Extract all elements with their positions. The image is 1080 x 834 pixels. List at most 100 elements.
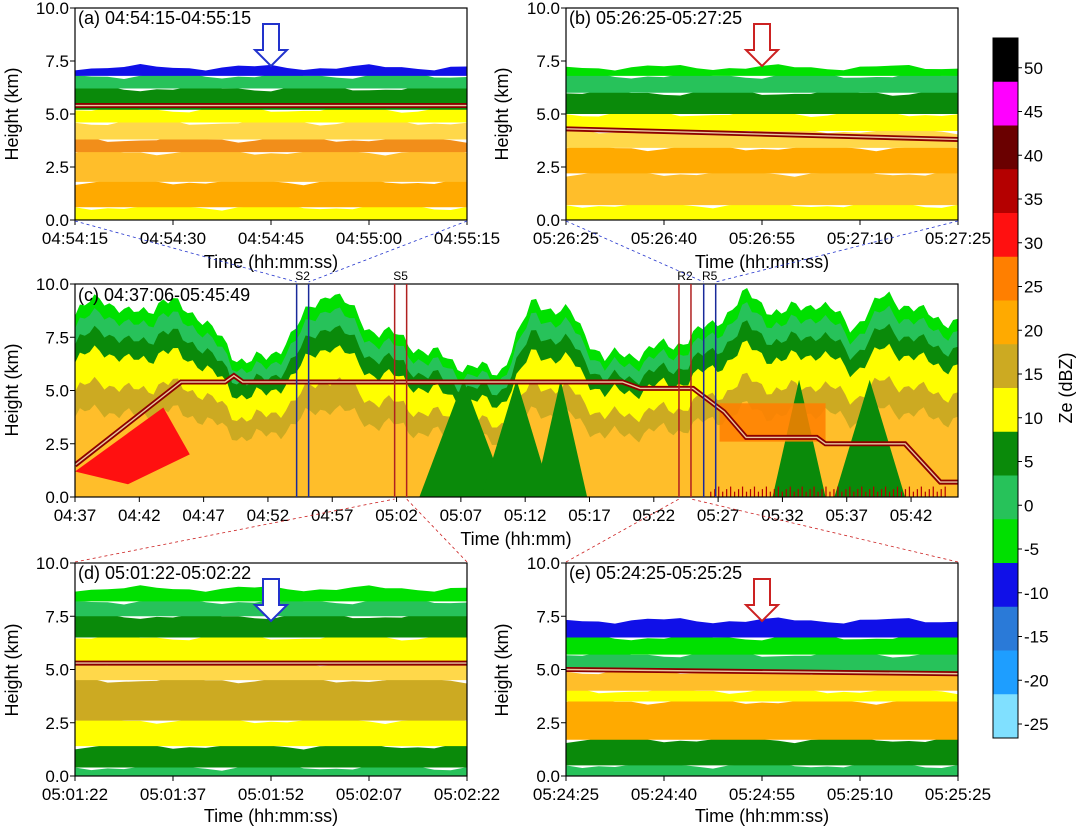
xtick-label: 04:54:15: [42, 229, 108, 248]
ytick-label: 10.0: [527, 0, 560, 18]
panel-c-xlabel: Time (hh:mm): [460, 529, 571, 549]
xtick-label: 04:37: [54, 506, 97, 525]
panel-e-plot: [566, 563, 958, 776]
reflectivity-layer: [75, 178, 467, 208]
panel-a: (a) 04:54:15-04:55:15 0.0 2.5 5.0 7.5 10.0 0…: [2, 0, 500, 272]
colorbar-tick-label: -5: [1024, 540, 1039, 559]
xtick-label: 05:26:55: [729, 229, 795, 248]
panel-c-plot: [75, 284, 958, 497]
xtick-label: 05:25:10: [827, 785, 893, 804]
xtick-label: 05:24:40: [631, 785, 697, 804]
reflectivity-layer: [566, 634, 958, 655]
ytick-label: 0.0: [45, 767, 69, 786]
xtick-label: 05:24:55: [729, 785, 795, 804]
reflectivity-layer: [566, 651, 958, 672]
highlight-arrow-icon: [743, 578, 781, 623]
colorbar-tick-label: 30: [1024, 234, 1043, 253]
colorbar-tick-label: 45: [1024, 103, 1043, 122]
xtick-label: 05:02: [375, 506, 418, 525]
xtick-label: 05:27:10: [827, 229, 893, 248]
ytick-label: 10.0: [36, 554, 69, 573]
ytick-label: 5.0: [45, 661, 69, 680]
colorbar-cell: [993, 431, 1018, 476]
colorbar-tick-label: 50: [1024, 59, 1043, 78]
panel-d-ylabel: Height (km): [2, 623, 22, 716]
xtick-label: 04:54:30: [140, 229, 206, 248]
panel-d-label: (d) 05:01:22-05:02:22: [78, 563, 251, 583]
ytick-label: 0.0: [45, 488, 69, 507]
ytick-label: 2.5: [45, 714, 69, 733]
xtick-label: 05:22: [633, 506, 676, 525]
panel-e: (e) 05:24:25-05:25:25 0.0 2.5 5.0 7.5 10.0 0…: [492, 554, 991, 826]
highlight-arrow-icon: [743, 23, 781, 68]
colorbar-cell: [993, 563, 1018, 608]
panel-b-plot: [566, 8, 958, 220]
panel-e-label: (e) 05:24:25-05:25:25: [569, 563, 742, 583]
reflectivity-layer: [75, 119, 467, 140]
panel-d-xlabel: Time (hh:mm:ss): [204, 806, 338, 826]
reflectivity-layer: [75, 613, 467, 638]
segment-marker-label: S2: [295, 269, 310, 283]
highlight-arrow-icon: [252, 578, 290, 623]
xtick-label: 05:25:25: [925, 785, 991, 804]
segment-marker-label: R2: [677, 269, 693, 283]
zoom-connector: [406, 498, 468, 563]
xtick-label: 05:32: [761, 506, 804, 525]
ytick-label: 5.0: [45, 105, 69, 124]
ytick-label: 10.0: [36, 0, 69, 18]
colorbar-frame: [992, 37, 1019, 739]
colorbar-tick-label: 5: [1024, 453, 1033, 472]
panel-c-markers: S2 S5 R2 R5: [295, 269, 718, 497]
panel-e-xlabel: Time (hh:mm:ss): [695, 806, 829, 826]
xtick-label: 05:42: [890, 506, 933, 525]
high-reflectivity-region: [75, 407, 190, 485]
reflectivity-layer: [75, 717, 467, 747]
xtick-label: 05:26:40: [631, 229, 697, 248]
colorbar-cell: [993, 650, 1018, 695]
panel-b-yticks: 0.0 2.5 5.0 7.5 10.0: [527, 0, 566, 230]
zoom-connector: [690, 498, 959, 563]
reflectivity-layer: [75, 136, 467, 153]
reflectivity-layer: [75, 634, 467, 664]
xtick-label: 05:01:52: [238, 785, 304, 804]
colorbar-tick-label: -25: [1024, 715, 1049, 734]
ytick-label: 2.5: [536, 158, 560, 177]
convective-column: [834, 379, 906, 497]
ytick-label: 0.0: [536, 767, 560, 786]
zoom-connector: [74, 498, 395, 563]
ytick-label: 10.0: [36, 275, 69, 294]
panel-d-xticks: 05:01:22 05:01:37 05:01:52 05:02:07 05:02:22: [42, 776, 500, 804]
colorbar-cell: [993, 256, 1018, 301]
xtick-label: 05:02:07: [336, 785, 402, 804]
panel-b-xticks: 05:26:25 05:26:40 05:26:55 05:27:10 05:27:25: [533, 220, 991, 248]
colorbar-cell: [993, 694, 1018, 739]
panel-c-ylabel: Height (km): [2, 343, 22, 436]
panel-a-label: (a) 04:54:15-04:55:15: [78, 8, 251, 28]
xtick-label: 05:26:25: [533, 229, 599, 248]
panel-a-xlabel: Time (hh:mm:ss): [204, 252, 338, 272]
ytick-label: 7.5: [45, 52, 69, 71]
xtick-label: 04:52: [247, 506, 290, 525]
reflectivity-layer: [75, 204, 467, 220]
colorbar-cell: [993, 125, 1018, 170]
xtick-label: 05:01:37: [140, 785, 206, 804]
reflectivity-layer: [75, 106, 467, 123]
reflectivity-layer: [566, 144, 958, 174]
colorbar-tick-label: 0: [1024, 496, 1033, 515]
reflectivity-layer: [566, 72, 958, 93]
panel-a-xticks: 04:54:15 04:54:30 04:54:45 04:55:00 04:55:15: [42, 220, 500, 248]
ytick-label: 5.0: [536, 661, 560, 680]
reflectivity-layer: [75, 72, 467, 89]
ytick-label: 2.5: [45, 435, 69, 454]
colorbar-cell: [993, 213, 1018, 258]
colorbar-tick-label: 35: [1024, 190, 1043, 209]
ytick-label: 5.0: [45, 382, 69, 401]
reflectivity-layer: [566, 170, 958, 206]
xtick-label: 05:27: [697, 506, 740, 525]
colorbar-tick-label: 15: [1024, 365, 1043, 384]
ytick-label: 7.5: [536, 52, 560, 71]
ytick-label: 7.5: [45, 328, 69, 347]
panel-b-ylabel: Height (km): [492, 67, 512, 160]
